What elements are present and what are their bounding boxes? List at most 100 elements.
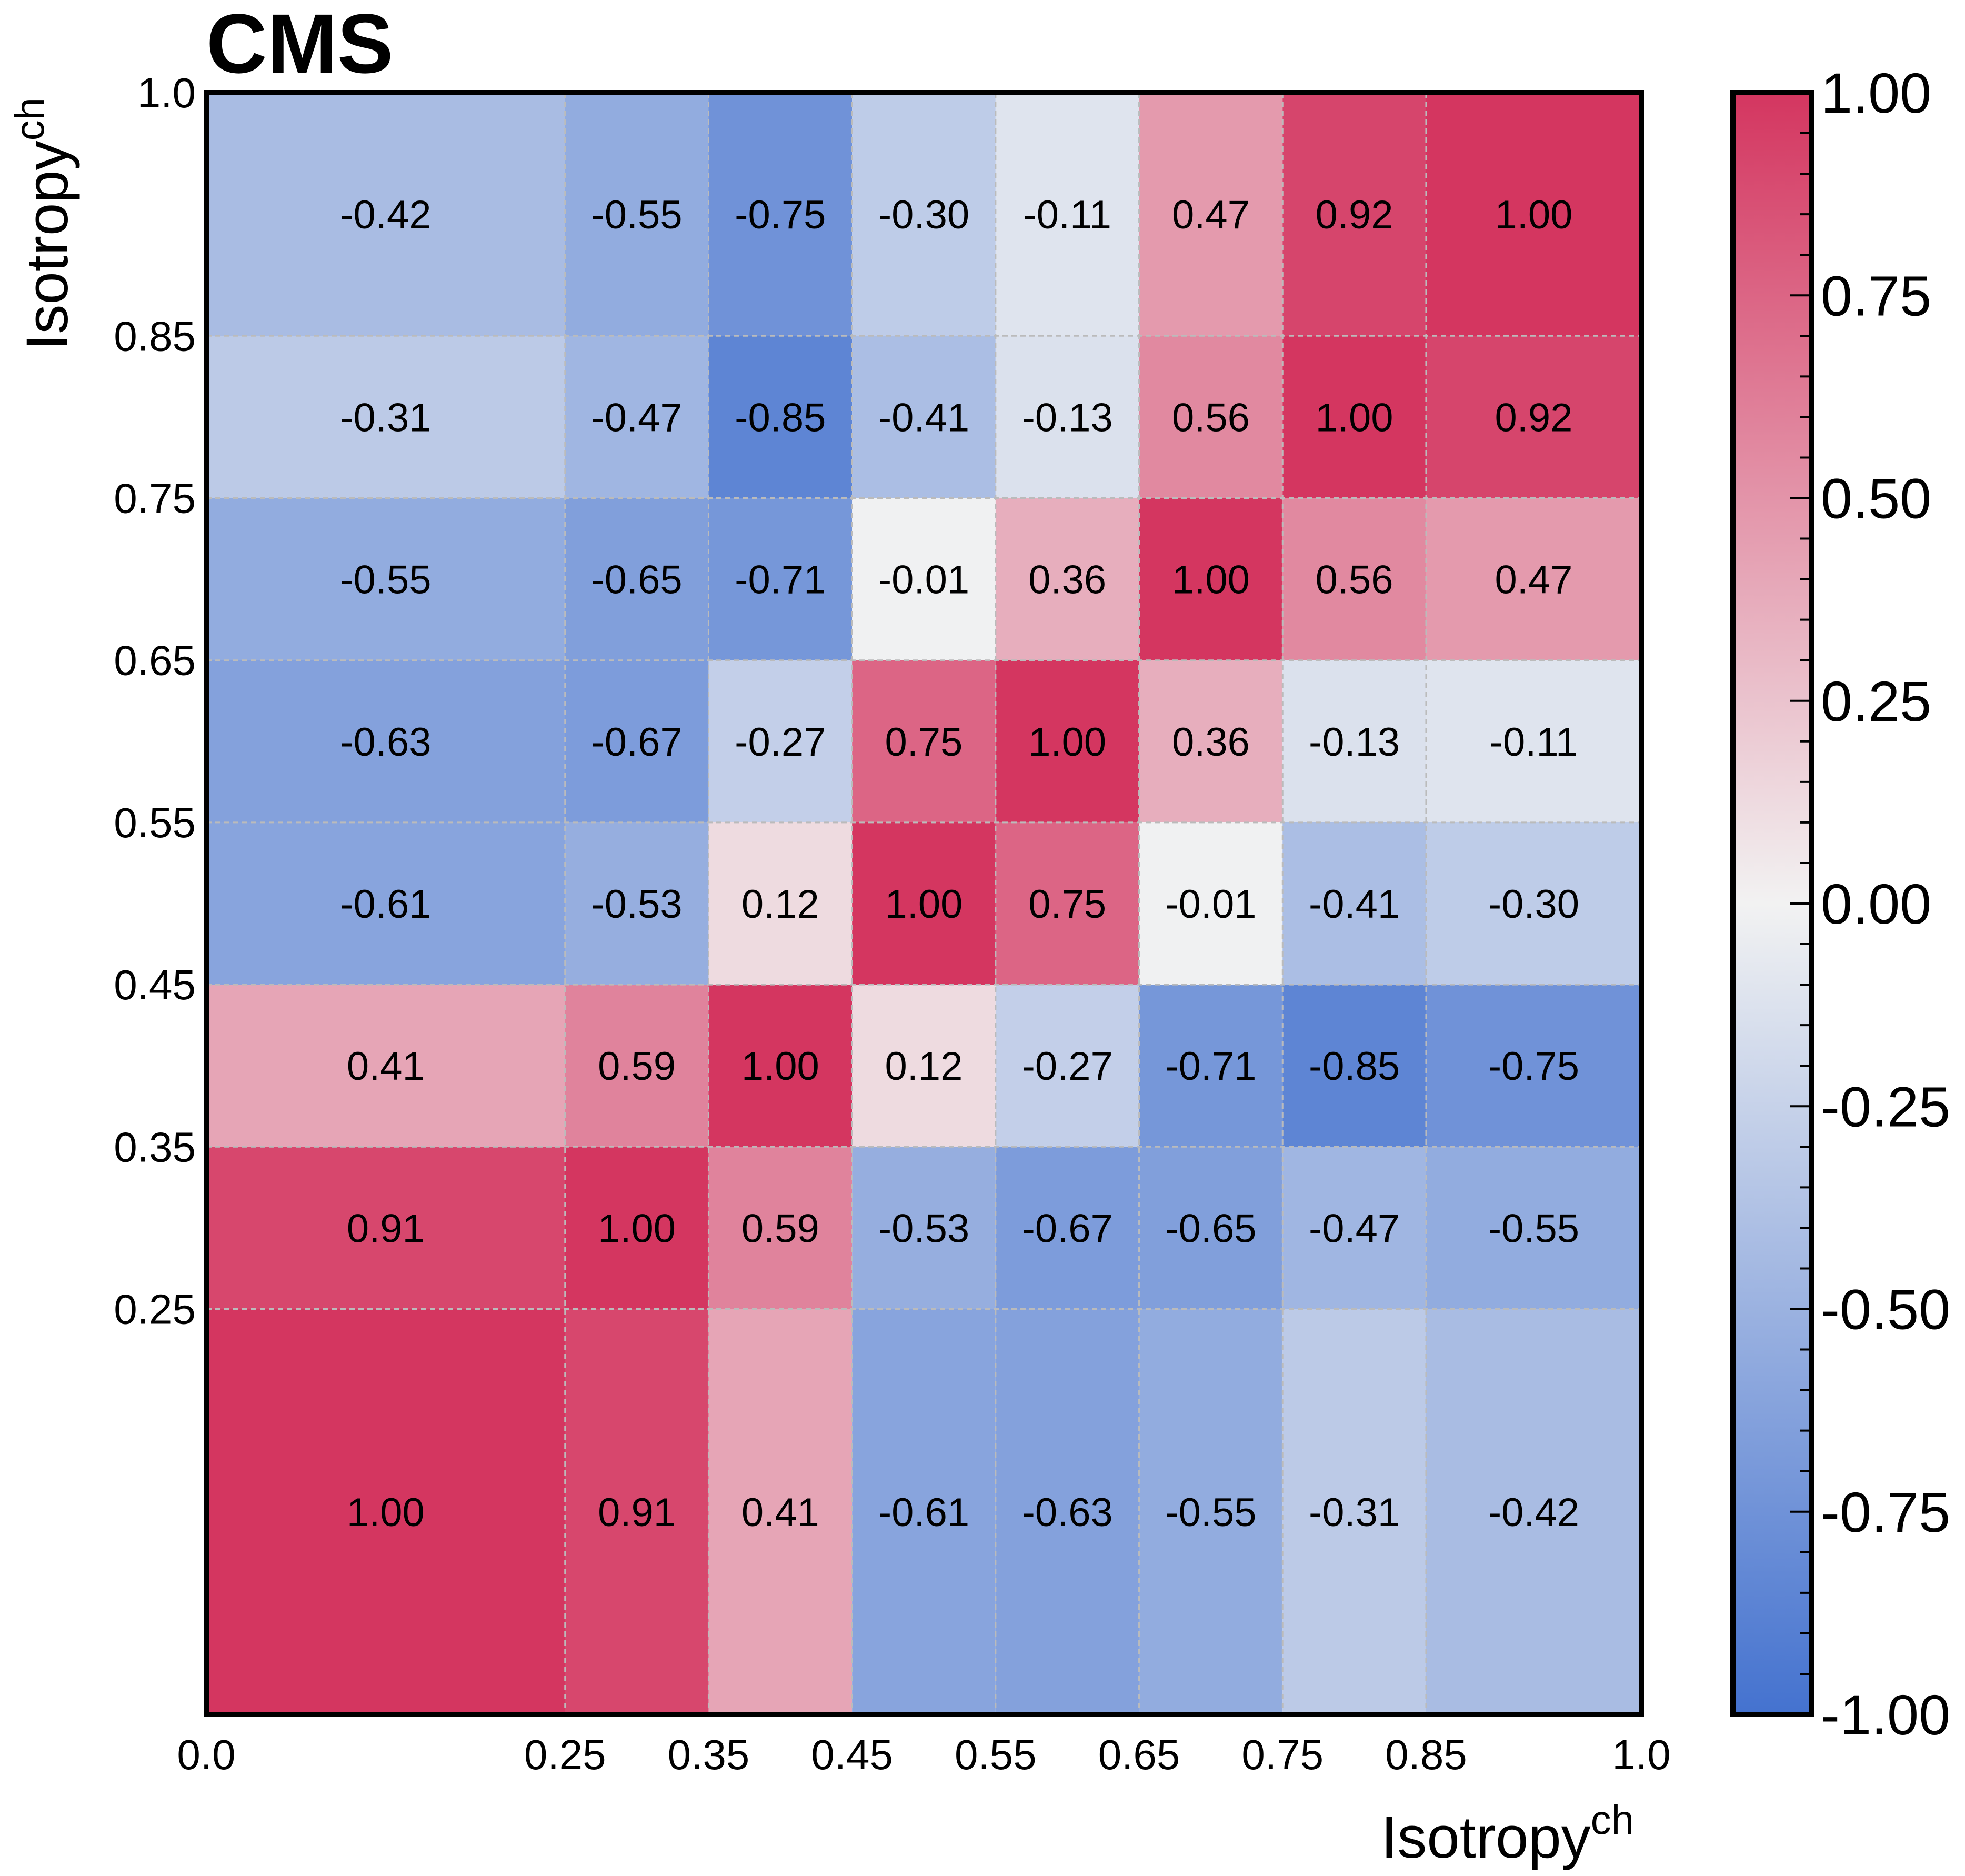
heatmap-cell xyxy=(1139,822,1283,985)
x-tick-label: 0.55 xyxy=(955,1731,1037,1778)
x-tick-label: 0.35 xyxy=(668,1731,750,1778)
heatmap-cell xyxy=(852,336,996,498)
y-tick-label: 1.0 xyxy=(137,69,196,116)
y-tick-label: 0.55 xyxy=(114,799,196,846)
colorbar-tick-label: 0.25 xyxy=(1821,669,1931,733)
heatmap-cell xyxy=(1426,1147,1641,1309)
heatmap-cell xyxy=(1426,336,1641,498)
heatmap-cell xyxy=(708,1309,853,1714)
heatmap-cell xyxy=(1282,1309,1426,1714)
heatmap-cell xyxy=(708,660,853,822)
heatmap-cell xyxy=(1426,985,1641,1147)
heatmap-cell xyxy=(995,336,1139,498)
cell-value: 0.41 xyxy=(347,1044,425,1089)
y-axis-ticks: 0.25 0.35 0.45 0.55 0.65 0.75 0.85 1.0 xyxy=(114,69,196,1333)
cell-value: -0.55 xyxy=(340,558,431,603)
y-tick-label: 0.85 xyxy=(114,313,196,359)
colorbar-tick-label: -0.50 xyxy=(1821,1278,1950,1341)
cell-value: -0.85 xyxy=(735,395,826,440)
y-tick-label: 0.35 xyxy=(114,1123,196,1170)
cell-value: -0.11 xyxy=(1490,720,1578,765)
cell-value: 0.59 xyxy=(598,1044,676,1089)
heatmap-cell xyxy=(565,1309,709,1714)
cell-value: -0.27 xyxy=(735,720,826,765)
heatmap-cell xyxy=(1282,985,1426,1147)
heatmap-cell xyxy=(708,985,853,1147)
heatmap-cell xyxy=(1426,498,1641,660)
cell-value: -0.71 xyxy=(1165,1044,1256,1089)
x-tick-label: 0.75 xyxy=(1241,1731,1324,1778)
cell-value: 1.00 xyxy=(741,1044,819,1089)
heatmap-cell xyxy=(995,498,1139,660)
cms-label: CMS xyxy=(206,0,394,91)
cell-value: -0.67 xyxy=(1022,1206,1113,1251)
heatmap-cell xyxy=(206,985,565,1147)
cell-value: 0.59 xyxy=(741,1206,819,1251)
heatmap-cell xyxy=(852,1147,996,1309)
x-axis-title: Isotropych xyxy=(1381,1797,1634,1870)
heatmap-cell xyxy=(1426,1309,1641,1714)
cell-value: 0.47 xyxy=(1172,193,1250,237)
heatmap-cell xyxy=(565,822,709,985)
cell-value: -0.31 xyxy=(340,395,431,440)
y-axis-title: Isotropych xyxy=(6,97,80,350)
cell-value: -0.65 xyxy=(591,558,682,603)
cell-value: 0.36 xyxy=(1028,558,1106,603)
heatmap-cell xyxy=(1139,985,1283,1147)
heatmap-cell xyxy=(1426,660,1641,822)
heatmap-cell xyxy=(206,1309,565,1714)
heatmap-cell xyxy=(565,660,709,822)
heatmap-cell xyxy=(206,1147,565,1309)
cell-value: -0.13 xyxy=(1022,395,1113,440)
x-tick-label: 0.65 xyxy=(1098,1731,1180,1778)
cell-value: -0.41 xyxy=(1309,882,1400,927)
cell-value: -0.01 xyxy=(1165,882,1256,927)
cell-value: 0.12 xyxy=(885,1044,963,1089)
heatmap-cell xyxy=(852,985,996,1147)
cell-value: -0.53 xyxy=(591,882,682,927)
cell-value: -0.41 xyxy=(878,395,969,440)
heatmap-cell xyxy=(1139,93,1283,336)
heatmap-cell xyxy=(565,1147,709,1309)
heatmap-cell xyxy=(852,498,996,660)
x-tick-label: 0.45 xyxy=(811,1731,893,1778)
cell-value: -0.55 xyxy=(1488,1206,1579,1251)
heatmap-cell xyxy=(995,1147,1139,1309)
x-tick-label: 1.0 xyxy=(1612,1731,1670,1778)
cell-value: 0.12 xyxy=(741,882,819,927)
colorbar-tick-label: -0.75 xyxy=(1821,1480,1950,1544)
cell-value: 1.00 xyxy=(1316,395,1393,440)
cell-value: -0.75 xyxy=(735,193,826,237)
cell-value: 0.75 xyxy=(1028,882,1106,927)
heatmap-cell xyxy=(1426,822,1641,985)
cell-value: 0.41 xyxy=(741,1490,819,1535)
cell-value: 0.91 xyxy=(598,1490,676,1535)
cell-value: 0.56 xyxy=(1172,395,1250,440)
cell-value: -0.63 xyxy=(340,720,431,765)
colorbar-tick-label: 0.50 xyxy=(1821,467,1931,530)
cell-value: -0.85 xyxy=(1309,1044,1400,1089)
heatmap-cell xyxy=(708,1147,853,1309)
cell-value: 1.00 xyxy=(598,1206,676,1251)
cell-value: 0.75 xyxy=(885,720,963,765)
cell-value: -0.42 xyxy=(340,193,431,237)
y-axis-title-main: Isotropy xyxy=(14,141,80,350)
cell-value: -0.53 xyxy=(878,1206,969,1251)
cell-value: -0.01 xyxy=(878,558,969,603)
cell-value: -0.30 xyxy=(878,193,969,237)
cell-value: -0.30 xyxy=(1488,882,1579,927)
heatmap-cell xyxy=(1282,1147,1426,1309)
cell-value: 1.00 xyxy=(1172,558,1250,603)
heatmap-cells xyxy=(206,93,1641,1714)
cell-value: -0.13 xyxy=(1309,720,1400,765)
colorbar-ticks: 1.00 0.75 0.50 0.25 0.00 -0.25 -0.50 -0.75 -1.00 xyxy=(1790,61,1950,1747)
heatmap-cell xyxy=(995,985,1139,1147)
heatmap-cell xyxy=(565,985,709,1147)
y-tick-label: 0.65 xyxy=(114,637,196,684)
heatmap-cell xyxy=(1139,1147,1283,1309)
heatmap-cell xyxy=(565,93,709,336)
cell-value: 1.00 xyxy=(1495,193,1573,237)
y-axis-title-sup: ch xyxy=(6,97,53,141)
heatmap-cell xyxy=(1282,660,1426,822)
